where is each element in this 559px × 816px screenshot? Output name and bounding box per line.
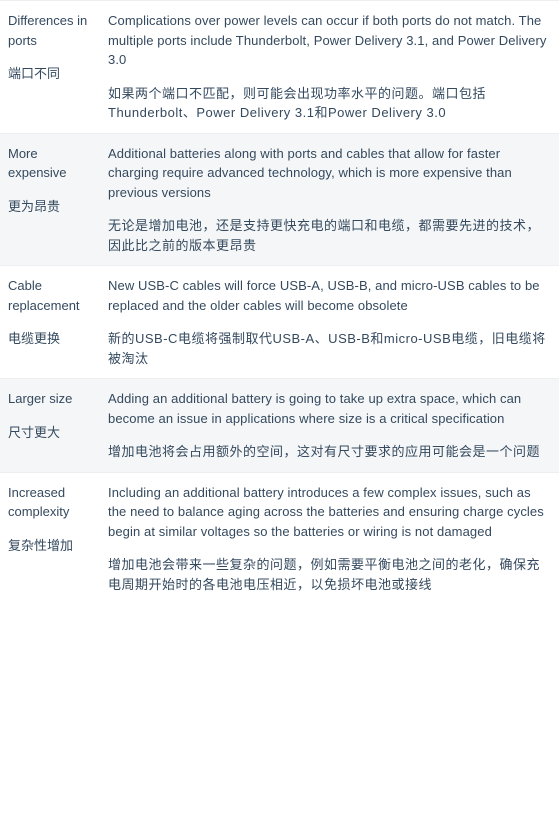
row-label-cell: Larger size 尺寸更大 <box>0 379 102 473</box>
row-desc-zh: 如果两个端口不匹配，则可能会出现功率水平的问题。端口包括Thunderbolt、… <box>108 84 549 123</box>
row-desc-cell: Complications over power levels can occu… <box>102 1 559 134</box>
row-desc-cell: Additional batteries along with ports an… <box>102 133 559 266</box>
row-desc-zh: 增加电池将会占用额外的空间，这对有尺寸要求的应用可能会是一个问题 <box>108 442 549 462</box>
row-desc-en: Complications over power levels can occu… <box>108 11 549 70</box>
row-label-en: Increased complexity <box>8 483 94 522</box>
row-label-cell: Increased complexity 复杂性增加 <box>0 472 102 604</box>
row-label-cell: Cable replacement 电缆更换 <box>0 266 102 379</box>
row-desc-en: Additional batteries along with ports an… <box>108 144 549 203</box>
row-label-en: Differences in ports <box>8 11 94 50</box>
row-label-zh: 复杂性增加 <box>8 536 94 556</box>
row-desc-en: New USB-C cables will force USB-A, USB-B… <box>108 276 549 315</box>
row-desc-zh: 增加电池会带来一些复杂的问题，例如需要平衡电池之间的老化，确保充电周期开始时的各… <box>108 555 549 594</box>
row-label-zh: 尺寸更大 <box>8 423 94 443</box>
comparison-table: Differences in ports 端口不同 Complications … <box>0 0 559 604</box>
row-desc-cell: Adding an additional battery is going to… <box>102 379 559 473</box>
table-row: Differences in ports 端口不同 Complications … <box>0 1 559 134</box>
row-label-en: More expensive <box>8 144 94 183</box>
row-label-en: Cable replacement <box>8 276 94 315</box>
row-desc-cell: Including an additional battery introduc… <box>102 472 559 604</box>
row-label-zh: 电缆更换 <box>8 329 94 349</box>
row-label-en: Larger size <box>8 389 94 409</box>
row-desc-en: Including an additional battery introduc… <box>108 483 549 542</box>
row-desc-en: Adding an additional battery is going to… <box>108 389 549 428</box>
row-label-zh: 端口不同 <box>8 64 94 84</box>
row-desc-zh: 新的USB-C电缆将强制取代USB-A、USB-B和micro-USB电缆，旧电… <box>108 329 549 368</box>
table-row: More expensive 更为昂贵 Additional batteries… <box>0 133 559 266</box>
table-row: Larger size 尺寸更大 Adding an additional ba… <box>0 379 559 473</box>
row-label-cell: More expensive 更为昂贵 <box>0 133 102 266</box>
row-label-zh: 更为昂贵 <box>8 197 94 217</box>
row-label-cell: Differences in ports 端口不同 <box>0 1 102 134</box>
row-desc-zh: 无论是增加电池，还是支持更快充电的端口和电缆，都需要先进的技术，因此比之前的版本… <box>108 216 549 255</box>
table-row: Cable replacement 电缆更换 New USB-C cables … <box>0 266 559 379</box>
table-row: Increased complexity 复杂性增加 Including an … <box>0 472 559 604</box>
row-desc-cell: New USB-C cables will force USB-A, USB-B… <box>102 266 559 379</box>
